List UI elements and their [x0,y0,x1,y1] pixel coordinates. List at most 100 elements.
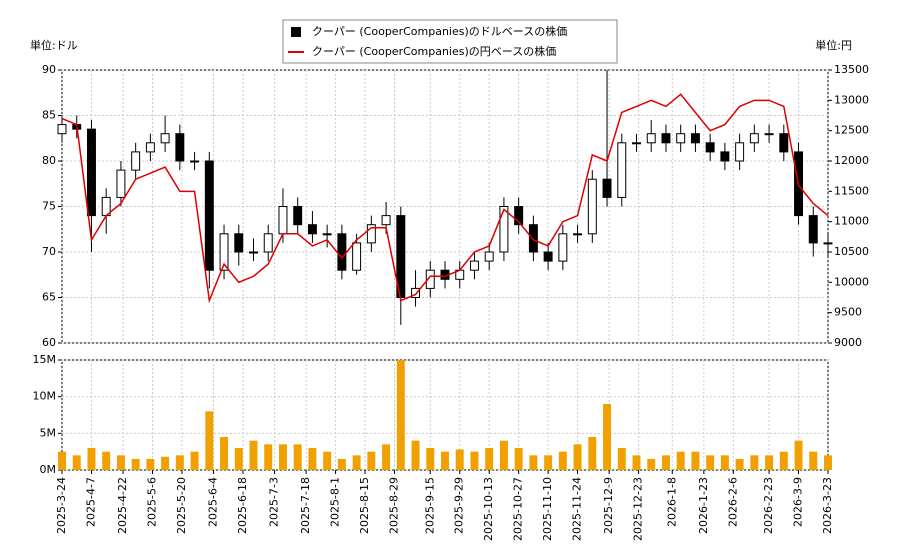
x-tick-label: 2026-1-8 [665,477,678,527]
candle-body [425,269,435,289]
volume-bar [426,448,435,470]
y-tick-label: 65 [42,291,56,304]
candle-body [484,251,494,262]
volume-bar [632,455,641,470]
candle-body [705,142,715,153]
candle-body [602,178,612,198]
x-tick-label: 2025-12-23 [632,477,645,541]
x-tick-label: 2026-2-23 [762,477,775,534]
volume-bar [411,440,420,470]
x-tick-label: 2025-7-18 [299,477,312,534]
x-tick-label: 2025-10-13 [482,477,495,541]
volume-bar [441,451,449,470]
x-tick-label: 2025-11-10 [541,477,554,541]
candle-body [337,233,347,271]
x-tick-label: 2025-8-29 [387,477,400,534]
volume-bar [779,451,788,470]
candle-body [116,169,126,198]
candle-body [160,133,170,144]
candle-body [558,233,568,262]
plot: 60 65 70 75 80 85 90 9000 9500 10000 10500 11000 115… [33,63,870,541]
candle-body [219,233,229,271]
y2-tick-label: 12000 [834,154,869,167]
volume-bar [514,448,523,470]
volume-bar [58,451,66,470]
volume-tick-label: 15M [33,353,57,366]
volume-bar [293,444,302,470]
candle-body [190,160,200,163]
candle-body [573,233,583,236]
volume-bar [617,448,626,470]
volume-bar [794,440,803,470]
candle-body [764,133,774,136]
volume-bar [308,448,317,470]
candle-body [543,251,553,262]
volume-bar [809,451,818,470]
candle-body [249,251,258,254]
volume-bar [220,437,229,470]
legend-label: クーパー (CooperCompanies)のドルベースの株価 [312,24,567,38]
y2-tick-label: 12500 [834,124,869,137]
x-tick-label: 2025-4-22 [116,477,129,534]
y-tick-label: 70 [42,245,56,258]
x-tick-label: 2025-3-24 [55,477,68,534]
volume-bar [382,444,391,470]
candle-body [514,206,524,226]
volume-bar [87,448,96,470]
volume-bar [367,451,376,470]
volume-bar [661,455,670,470]
x-tick-label: 2025-8-1 [329,477,342,527]
volume-bar [455,449,464,470]
candle-body [469,260,479,271]
candle-body [145,142,155,153]
volume-bar [131,459,140,470]
x-tick-label: 2025-8-15 [358,477,371,534]
volume-bar [352,455,361,470]
volume-bar [116,455,125,470]
x-tick-label: 2026-3-23 [821,477,834,534]
candle-body [234,233,244,253]
candle-body [676,133,686,144]
volume-bar [588,437,597,470]
candle-body [86,128,96,217]
volume-bar [264,444,273,470]
volume-bar [72,455,81,470]
x-tick-label: 2025-5-20 [175,477,188,534]
volume-bar [750,455,759,470]
legend-swatch [291,27,301,37]
y2-tick-label: 10000 [834,275,869,288]
y-tick-label: 60 [42,336,56,349]
x-tick-label: 2025-10-27 [512,477,525,541]
x-tick-label: 2025-6-18 [236,477,249,534]
y2-tick-label: 9000 [834,336,862,349]
volume-bar [146,459,155,470]
candle-body [293,206,303,226]
y-unit-label: 単位:ドル [30,38,78,52]
x-tick-label: 2026-2-6 [726,477,739,527]
volume-bar [234,448,243,470]
price-panel [61,69,829,344]
volume-bar [161,456,170,470]
y2-tick-label: 10500 [834,245,869,258]
candle-body [528,224,538,253]
y-tick-label: 90 [42,63,56,76]
volume-bar [102,451,111,470]
candle-body [690,133,700,144]
candle-body [808,215,818,244]
x-tick-label: 2025-11-24 [571,477,584,541]
volume-bar [190,451,199,470]
candle-body [175,133,185,162]
volume-bar [706,455,715,470]
candle-body [263,233,273,253]
yen-line [61,93,829,304]
x-tick-label: 2025-9-29 [453,477,466,534]
y2-tick-label: 13500 [834,63,869,76]
y-tick-label: 75 [42,200,56,213]
candle-body [411,287,421,298]
candle-body [204,160,214,271]
candle-body [720,151,730,162]
x-tick-label: 2025-6-4 [207,477,220,527]
volume-bar [765,455,774,470]
legend-label: クーパー (CooperCompanies)の円ベースの株価 [312,44,556,58]
volume-tick-label: 5M [40,426,57,439]
